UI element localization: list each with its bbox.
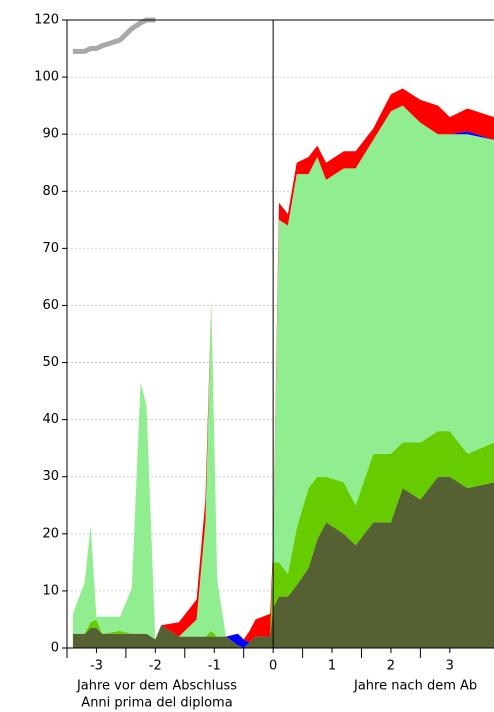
x-tick-label: -2 <box>149 659 162 674</box>
annotation: Jahre vor dem Abschluss <box>76 679 237 694</box>
y-tick-label: 10 <box>42 583 59 598</box>
x-tick-label: 0 <box>269 659 277 674</box>
area <box>72 476 494 648</box>
y-tick-label: 100 <box>34 70 59 85</box>
annotation: Anni prima del diploma <box>81 696 232 711</box>
y-tick-label: 70 <box>42 241 59 256</box>
y-tick-label: 50 <box>42 355 59 370</box>
area <box>72 431 494 648</box>
x-tick-label: 2 <box>387 659 395 674</box>
y-tick-label: 30 <box>42 469 59 484</box>
area <box>72 105 494 648</box>
y-tick-label: 80 <box>42 184 59 199</box>
y-tick-label: 90 <box>42 127 59 142</box>
x-tick-label: -1 <box>208 659 221 674</box>
y-tick-label: 20 <box>42 526 59 541</box>
x-tick-label: 1 <box>328 659 336 674</box>
x-tick-label: 3 <box>446 659 454 674</box>
y-tick-label: 40 <box>42 412 59 427</box>
x-tick-label: -3 <box>90 659 103 674</box>
y-tick-label: 120 <box>34 13 59 28</box>
annotation: Jahre nach dem Ab <box>353 679 477 694</box>
y-tick-label: 60 <box>42 298 59 313</box>
y-tick-label: 0 <box>51 641 59 656</box>
total-line <box>72 17 156 54</box>
